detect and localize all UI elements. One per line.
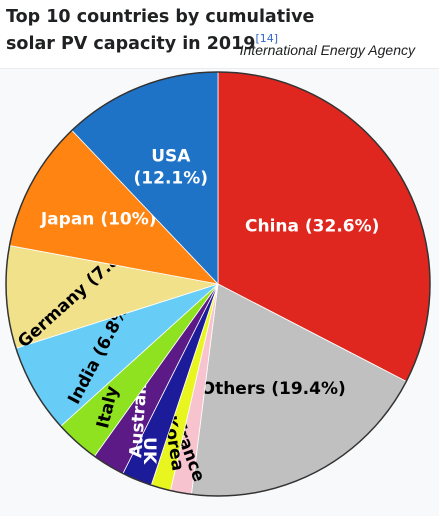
caption-title-text: Top 10 countries by cumulative solar PV … (6, 7, 315, 54)
slice-label-usa: USA (12.1%) (134, 147, 209, 189)
source-credit: International Energy Agency (239, 42, 415, 58)
slice-label-others: Others (19.4%) (201, 379, 346, 399)
pie-chart: China (32.6%)Others (19.4%)FranceKoreaUK… (5, 71, 431, 497)
chart-caption-title: Top 10 countries by cumulative solar PV … (6, 4, 346, 58)
slice-label-china: China (32.6%) (245, 217, 379, 237)
reference-link[interactable]: [14] (255, 32, 279, 46)
pie-outline (5, 71, 431, 497)
slice-label-japan: Japan (10%) (40, 209, 157, 229)
slice-label-uk: UK (139, 437, 159, 465)
